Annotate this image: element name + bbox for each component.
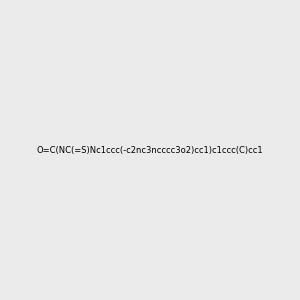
- Text: O=C(NC(=S)Nc1ccc(-c2nc3ncccc3o2)cc1)c1ccc(C)cc1: O=C(NC(=S)Nc1ccc(-c2nc3ncccc3o2)cc1)c1cc…: [37, 146, 263, 154]
